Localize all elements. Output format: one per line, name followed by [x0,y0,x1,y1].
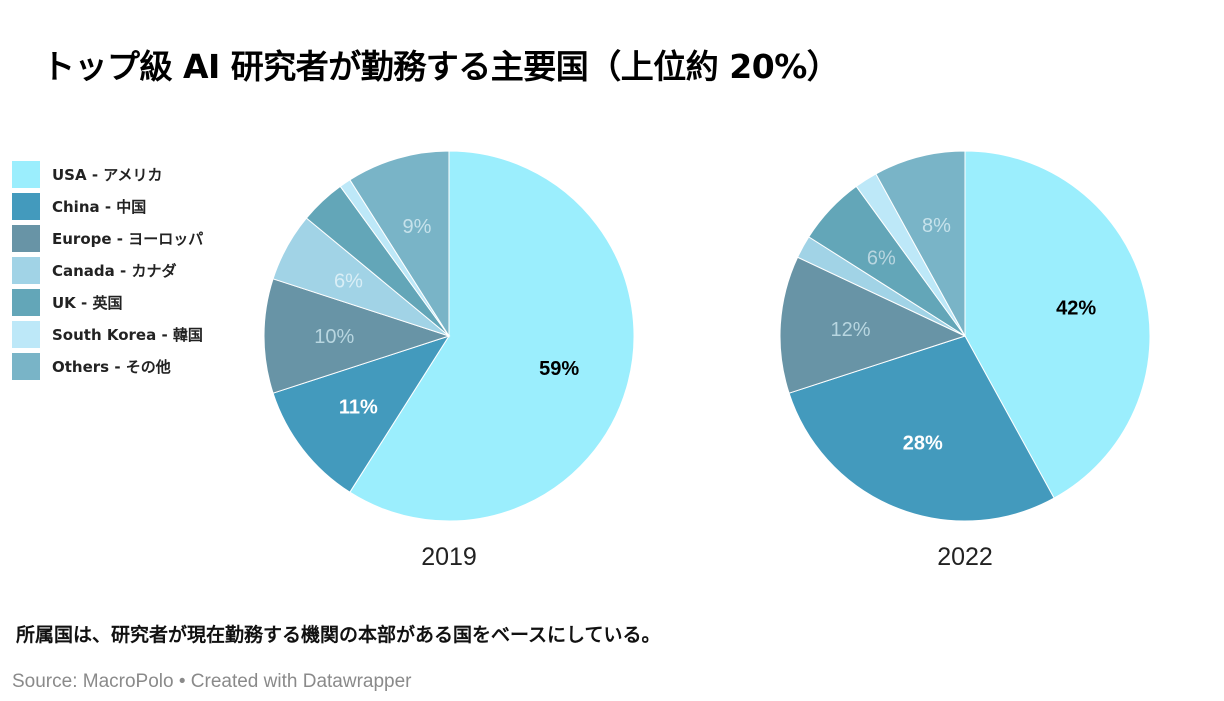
pie-chart-2019: 59% 11% 10% 6% 9% [263,150,635,522]
legend-swatch [12,352,40,380]
slice-label-europe: 12% [831,319,871,341]
legend-label: Others - その他 [52,357,171,376]
legend-swatch [12,192,40,220]
legend-label: UK - 英国 [52,293,123,312]
pie-chart-2022: 42% 28% 12% 6% 8% [779,150,1151,522]
legend-swatch [12,160,40,188]
legend-item-usa: USA - アメリカ [12,158,203,190]
legend-label: Canada - カナダ [52,261,177,280]
legend-item-uk: UK - 英国 [12,286,203,318]
pie-year-label-2019: 2019 [421,543,477,571]
pie-slice-others [349,150,450,338]
slice-label-others: 8% [922,215,951,237]
legend-item-china: China - 中国 [12,190,203,222]
legend-swatch [12,256,40,284]
slice-label-canada: 6% [334,271,363,293]
pie-slice-europe [263,278,451,394]
legend-item-europe: Europe - ヨーロッパ [12,222,203,254]
legend-label: South Korea - 韓国 [52,325,203,344]
slice-label-china: 28% [903,433,943,455]
slice-label-usa: 59% [539,358,579,380]
pie-slice-china [272,335,451,493]
pie-year-label-2022: 2022 [937,543,993,571]
chart-title: トップ級 AI 研究者が勤務する主要国（上位約 20%） [42,47,840,86]
slice-label-usa: 42% [1056,297,1096,319]
source-credit: Source: MacroPolo • Created with Datawra… [12,671,412,692]
legend-item-others: Others - その他 [12,350,203,382]
legend-item-canada: Canada - カナダ [12,254,203,286]
legend-label: Europe - ヨーロッパ [52,229,204,248]
legend-item-south-korea: South Korea - 韓国 [12,318,203,350]
pie-slice-usa [349,150,635,522]
legend-swatch [12,288,40,316]
slice-label-europe: 10% [314,326,354,348]
pie-slice-europe [779,256,967,394]
pie-slice-others [875,150,966,337]
legend-swatch [12,320,40,348]
legend-label: USA - アメリカ [52,165,163,184]
legend-swatch [12,224,40,252]
legend-label: China - 中国 [52,197,147,216]
slice-label-uk: 6% [867,247,896,269]
slice-label-china: 11% [339,396,378,418]
pie-slice-china [788,335,1055,522]
chart-note: 所属国は、研究者が現在勤務する機関の本部がある国をベースにしている。 [16,624,661,646]
legend: USA - アメリカ China - 中国 Europe - ヨーロッパ Can… [12,158,203,382]
pie-slice-usa [964,150,1151,499]
slice-label-others: 9% [403,216,432,238]
